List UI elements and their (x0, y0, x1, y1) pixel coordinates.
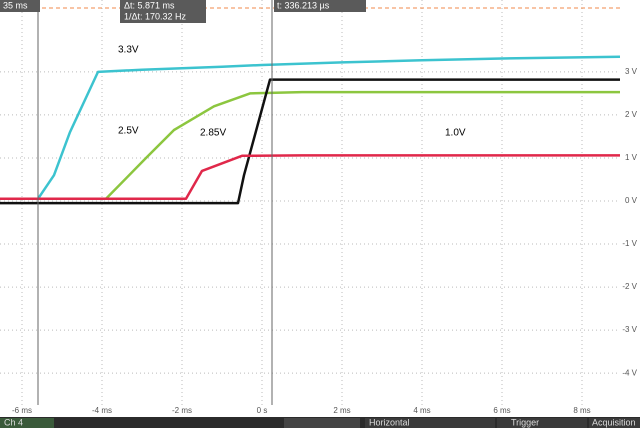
horizontal-button[interactable] (365, 418, 495, 428)
readout-box (120, 0, 206, 23)
y-tick-label: -2 V (622, 282, 637, 291)
delay-readout: 35 ms (3, 0, 28, 10)
x-tick-label: -6 ms (12, 406, 32, 415)
trigger-button[interactable] (497, 418, 587, 428)
trigger-label[interactable]: Trigger (511, 417, 539, 427)
trace-label: 2.5V (118, 126, 139, 137)
x-tick-label: 0 s (257, 406, 268, 415)
trace (0, 55, 621, 201)
x-tick-label: -4 ms (92, 406, 112, 415)
y-tick-label: -4 V (622, 368, 637, 377)
acquisition-button[interactable] (589, 418, 640, 428)
readout-box (274, 0, 366, 12)
y-tick-label: -1 V (622, 239, 637, 248)
trace (0, 154, 620, 201)
trace-label: 2.85V (200, 128, 226, 139)
y-tick-label: 2 V (625, 110, 638, 119)
trace-label: 1.0V (445, 128, 466, 139)
channel-buttons[interactable] (284, 418, 360, 428)
readout-box (0, 0, 40, 12)
x-tick-label: 6 ms (493, 406, 510, 415)
trace-label: 3.3V (118, 45, 139, 56)
y-tick-label: -3 V (622, 325, 637, 334)
trace (0, 78, 620, 205)
x-tick-label: 4 ms (413, 406, 430, 415)
acquisition-label[interactable]: Acquisition (592, 417, 636, 427)
horizontal-label[interactable]: Horizontal (369, 417, 410, 427)
x-tick-label: 2 ms (333, 406, 350, 415)
channel-label[interactable]: Ch 4 (4, 417, 23, 427)
x-tick-label: -2 ms (172, 406, 192, 415)
delta-t-readout: Δt: 5.871 ms (124, 0, 175, 10)
x-tick-label: 8 ms (573, 406, 590, 415)
inv-delta-t-readout: 1/Δt: 170.32 Hz (124, 11, 187, 21)
y-tick-label: 1 V (625, 153, 638, 162)
y-tick-label: 3 V (625, 67, 638, 76)
cursor-t-readout: t: 336.213 µs (277, 0, 330, 10)
trace (0, 90, 620, 201)
channel-button[interactable] (0, 418, 54, 428)
plot-area: 3 V 2 V 1 V 0 V -1 V -2 V -3 V -4 V -6 ms -4 ms -2… (0, 0, 638, 415)
y-tick-label: 0 V (625, 196, 638, 205)
